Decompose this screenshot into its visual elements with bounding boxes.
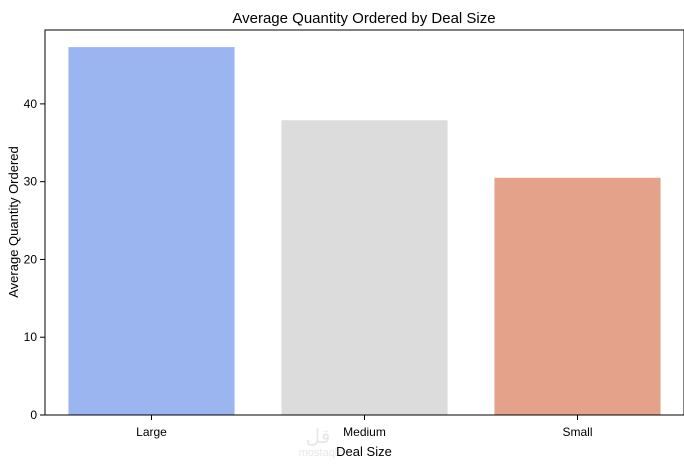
chart-title: Average Quantity Ordered by Deal Size (232, 10, 495, 27)
bar-medium (281, 120, 448, 415)
plot-frame (44, 29, 684, 416)
bar-small (494, 177, 661, 415)
watermark-text: mostaql (299, 447, 338, 459)
y-tick-label: 20 (24, 252, 38, 266)
watermark-glyph: قل (306, 426, 331, 448)
y-axis-label: Average Quantity Ordered (6, 146, 21, 298)
y-tick-label: 10 (24, 330, 38, 344)
watermark: قل mostaql (299, 426, 338, 459)
y-axis-ticks: 0 10 20 30 40 (24, 97, 45, 422)
y-tick-label: 0 (30, 408, 37, 422)
x-tick-label: Large (136, 425, 167, 439)
y-tick-label: 30 (24, 175, 38, 189)
x-tick-label: Medium (343, 425, 386, 439)
y-tick-label: 40 (24, 97, 38, 111)
x-tick-label: Small (562, 425, 592, 439)
bar-large (68, 47, 235, 415)
x-axis-ticks: Large Medium Small (136, 415, 593, 439)
x-axis-label: Deal Size (336, 444, 392, 459)
bars-group (68, 47, 661, 415)
